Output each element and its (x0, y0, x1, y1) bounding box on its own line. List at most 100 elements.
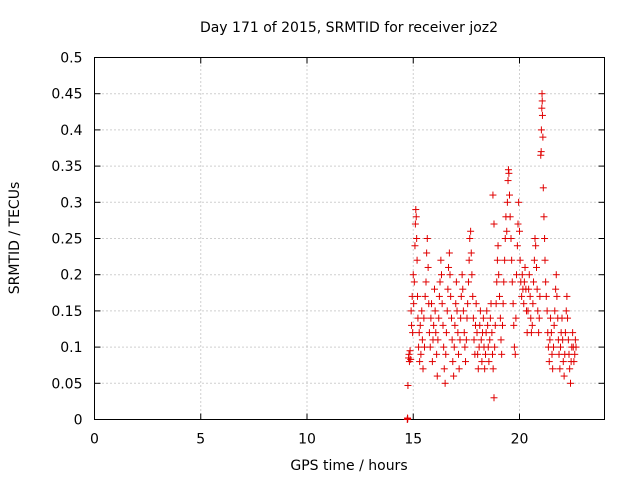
data-point (506, 213, 514, 221)
x-tick-label: 15 (404, 432, 422, 448)
data-point (540, 213, 548, 221)
data-point (489, 191, 497, 199)
data-point (491, 321, 499, 329)
data-point (409, 329, 417, 337)
data-point (434, 336, 442, 344)
data-point (532, 242, 540, 250)
data-point (490, 220, 498, 228)
y-tick-label: 0.2 (60, 268, 82, 284)
data-point (492, 300, 500, 308)
chart-title: Day 171 of 2015, SRMTID for receiver joz… (200, 20, 498, 36)
data-point (504, 177, 512, 185)
data-point (530, 256, 538, 264)
data-point (428, 300, 436, 308)
data-point (527, 314, 535, 322)
data-point (449, 358, 457, 366)
data-point (569, 329, 577, 337)
data-point (571, 336, 579, 344)
data-point (431, 285, 438, 293)
data-point (550, 343, 557, 351)
data-point (495, 271, 503, 279)
data-point (484, 321, 492, 329)
data-point (566, 365, 574, 373)
data-point (432, 329, 440, 337)
data-point (484, 343, 492, 351)
data-point (430, 321, 438, 329)
data-point (541, 256, 549, 264)
data-point (418, 336, 426, 344)
data-point (431, 307, 439, 315)
data-point (454, 329, 462, 337)
y-tick-label: 0.05 (51, 376, 82, 392)
data-point (439, 321, 447, 329)
data-point (467, 249, 475, 257)
data-point (524, 307, 532, 315)
data-point (535, 329, 543, 337)
y-tick-label: 0 (74, 413, 83, 429)
data-point (469, 314, 477, 322)
data-point (498, 350, 506, 358)
data-point (423, 249, 431, 257)
data-point (460, 329, 468, 337)
data-point (442, 350, 450, 358)
data-point (510, 321, 518, 329)
data-point (461, 343, 469, 351)
data-point (494, 242, 502, 250)
data-point (510, 343, 518, 351)
data-point (412, 206, 420, 214)
data-point (474, 365, 482, 373)
data-point (503, 198, 511, 206)
y-tick-labels: 0 0.05 0.1 0.15 0.2 0.25 0.3 0.35 0.4 0.45 0.5 (51, 51, 82, 429)
data-point (448, 336, 456, 344)
x-tick-labels: 0 5 10 15 20 (90, 432, 528, 448)
data-point (445, 249, 453, 257)
data-point (496, 292, 504, 300)
data-point (411, 220, 419, 228)
data-point (491, 343, 499, 351)
data-point (486, 314, 494, 322)
data-point (561, 329, 569, 337)
y-tick-label: 0.4 (60, 123, 82, 139)
data-point (404, 381, 412, 389)
x-tick-label: 20 (511, 432, 529, 448)
data-point (489, 350, 497, 358)
data-point (463, 314, 471, 322)
data-point (445, 263, 453, 271)
axis-ticks (94, 57, 605, 420)
data-point (506, 191, 514, 199)
x-tick-label: 5 (196, 432, 205, 448)
data-point (503, 227, 511, 235)
y-tick-label: 0.25 (51, 232, 82, 248)
data-point (560, 372, 568, 380)
data-point (516, 227, 523, 235)
data-point (548, 350, 556, 358)
data-point (545, 358, 553, 366)
data-point (437, 256, 445, 264)
data-point (478, 358, 486, 366)
data-point (435, 314, 443, 322)
data-point (512, 314, 520, 322)
data-point (539, 133, 547, 141)
data-point (564, 336, 572, 344)
data-point (405, 350, 413, 358)
data-point (472, 300, 480, 308)
data-point (433, 372, 441, 380)
data-point (505, 169, 513, 177)
data-point (420, 314, 428, 322)
data-point (476, 321, 484, 329)
data-point (493, 256, 501, 264)
data-point (465, 278, 472, 286)
data-point (418, 307, 426, 315)
data-point (489, 365, 497, 373)
data-point (477, 336, 485, 344)
data-point (455, 365, 463, 373)
data-point (551, 307, 559, 315)
data-point (509, 300, 517, 308)
data-point (525, 271, 533, 279)
data-point (414, 292, 421, 300)
data-point (433, 350, 441, 358)
grid-lines (94, 57, 605, 420)
data-point (557, 343, 565, 351)
data-point (444, 285, 452, 293)
data-point (513, 242, 521, 250)
